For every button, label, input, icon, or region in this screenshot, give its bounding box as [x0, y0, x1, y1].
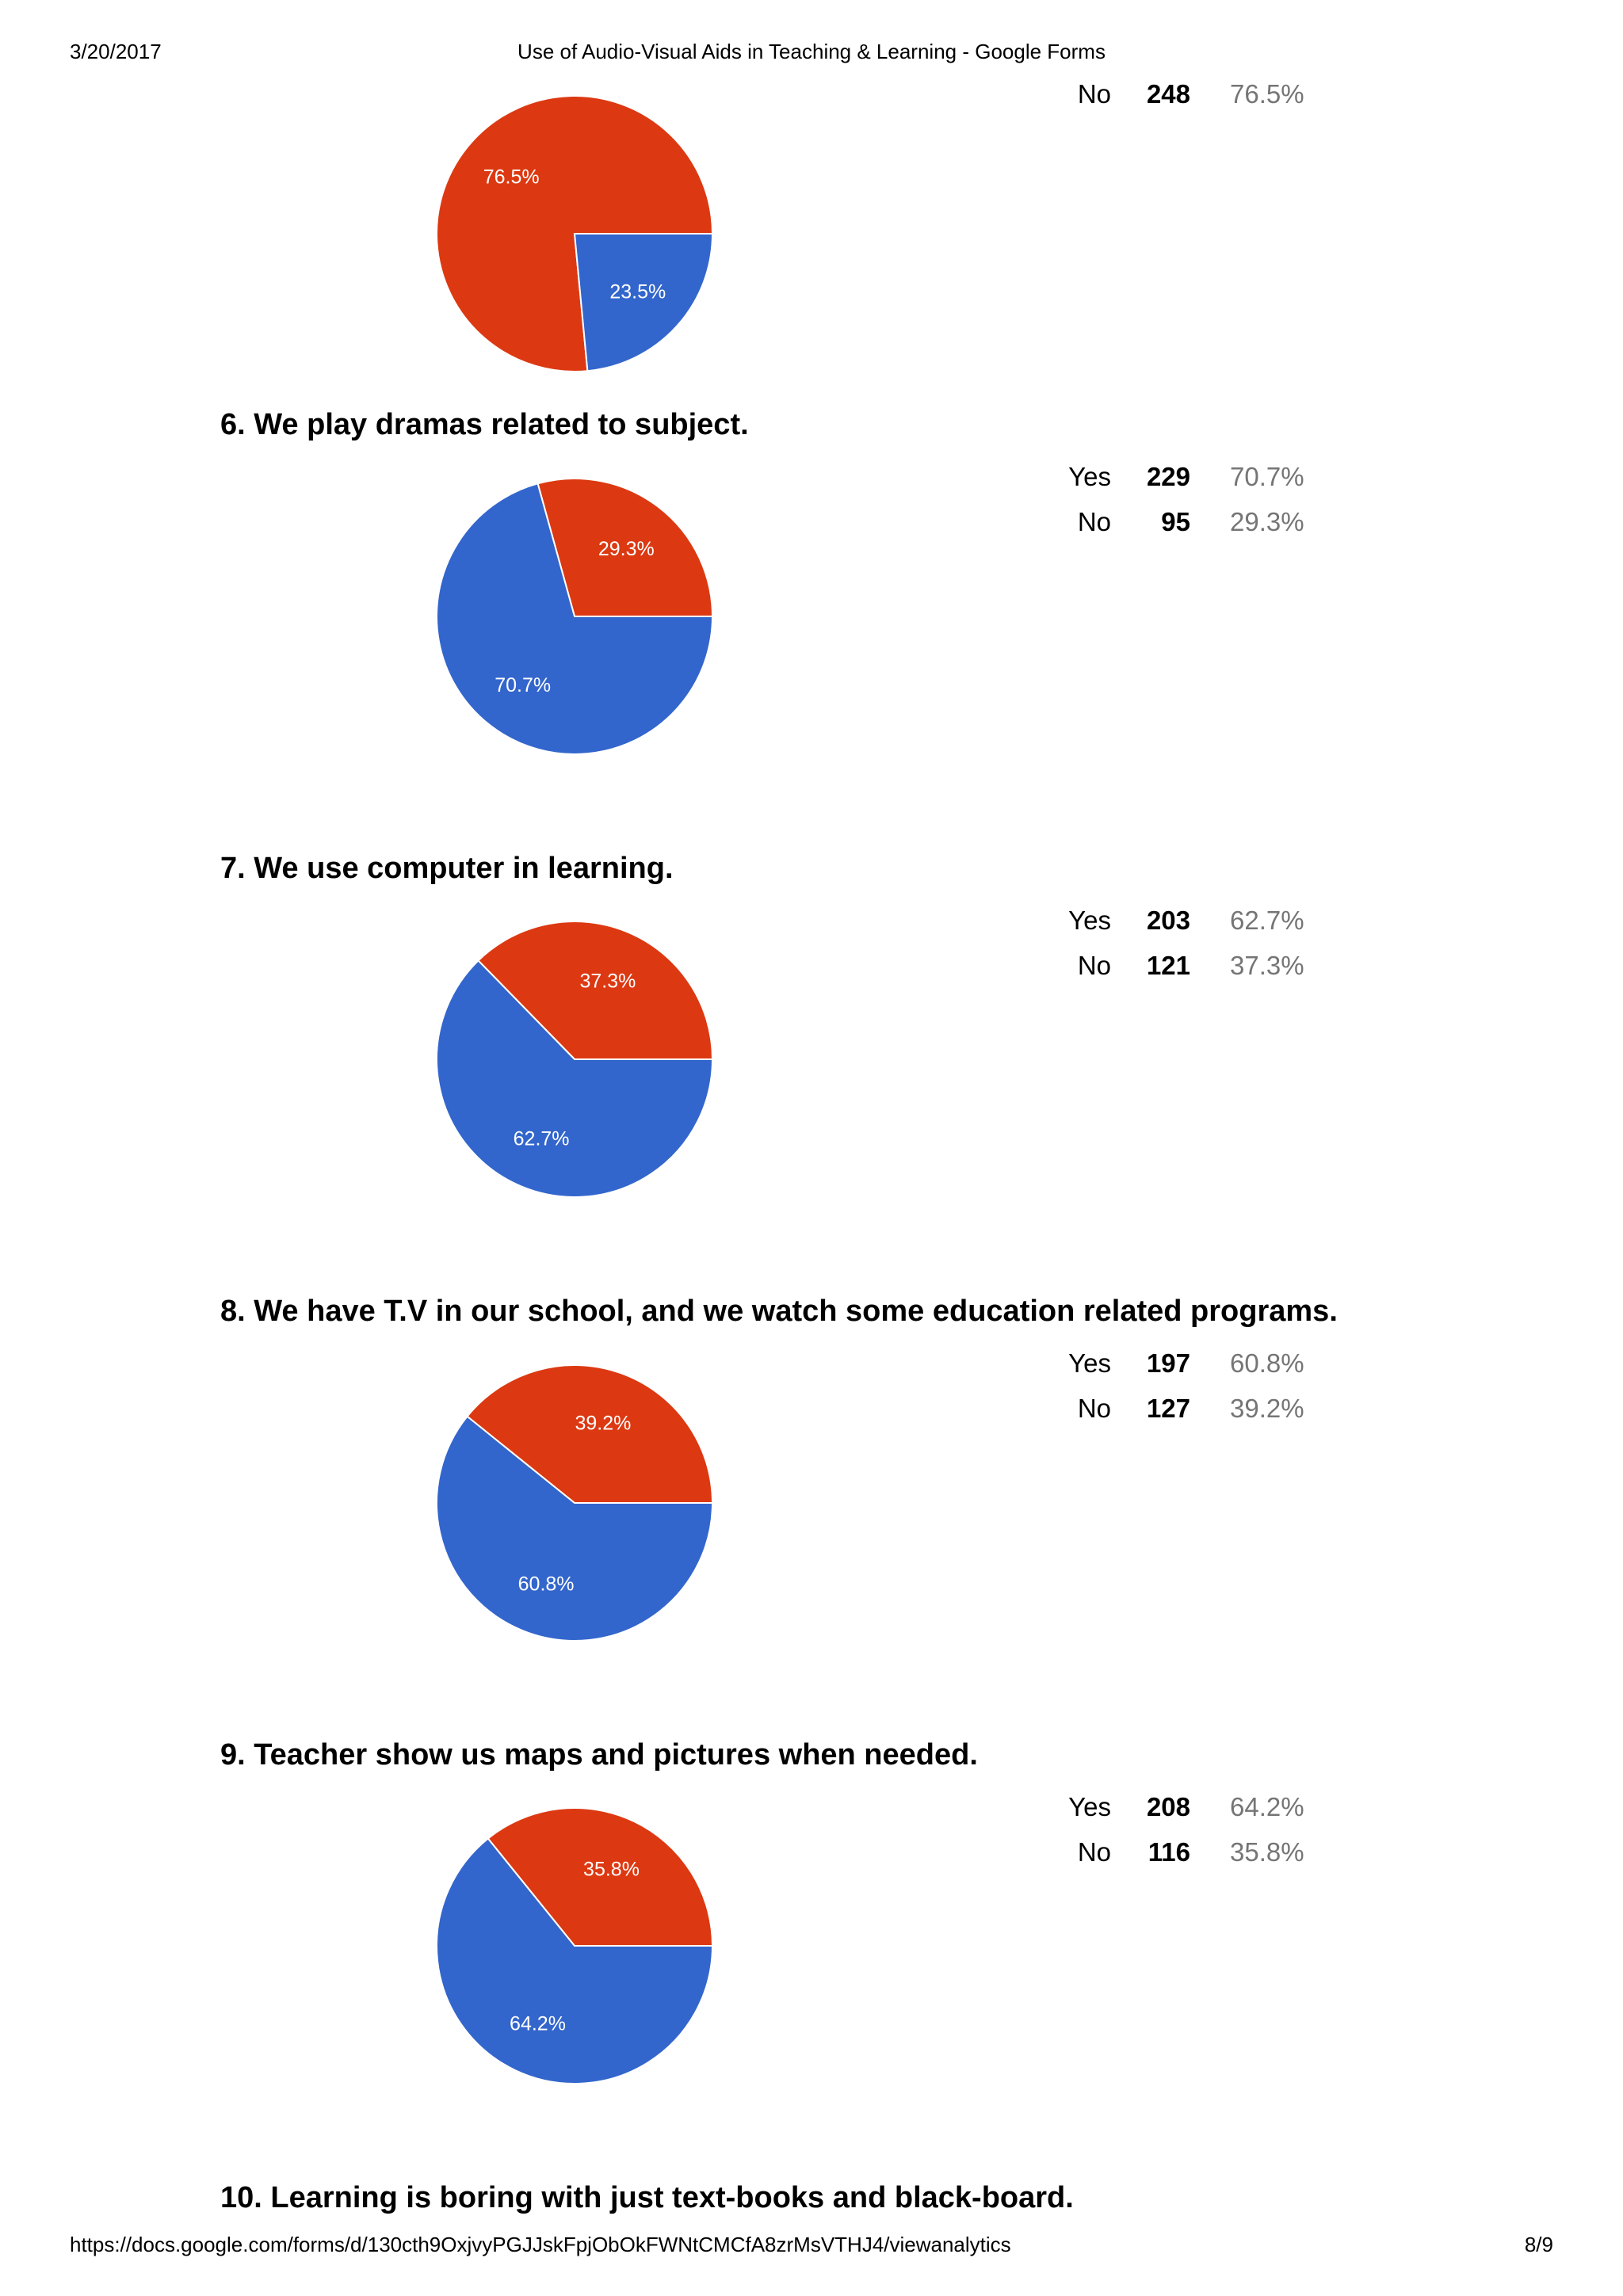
print-date: 3/20/2017 — [70, 40, 162, 63]
response-count: 116 — [1148, 1837, 1190, 1867]
pie-slice-no — [477, 921, 714, 1060]
slice-percent-label: 37.3% — [579, 971, 636, 993]
response-count: 229 — [1146, 462, 1190, 491]
pie-slice-no — [487, 1807, 714, 1947]
response-row: Yes 197 60.8% — [991, 1348, 1323, 1385]
question-title: 7. We use computer in learning. — [220, 852, 674, 885]
pie-chart: 29.3% 70.7% — [436, 478, 714, 755]
response-count: 208 — [1146, 1792, 1190, 1821]
pie-slice-no — [537, 478, 714, 617]
pie-slice-yes — [436, 1415, 714, 1642]
slice-percent-label: 60.8% — [518, 1573, 575, 1596]
response-label: No — [1077, 507, 1111, 536]
print-title: Use of Audio-Visual Aids in Teaching & L… — [517, 40, 1106, 63]
pie-chart: 39.2% 60.8% — [436, 1364, 714, 1642]
response-count: 197 — [1146, 1348, 1190, 1378]
response-row: No 116 35.8% — [991, 1837, 1323, 1874]
response-label: No — [1077, 1394, 1111, 1423]
response-percent: 62.7% — [1230, 906, 1304, 935]
slice-percent-label: 64.2% — [510, 2012, 566, 2035]
pie-slice-yes — [436, 959, 714, 1198]
question-title: 9. Teacher show us maps and pictures whe… — [220, 1738, 978, 1772]
response-row: Yes 208 64.2% — [991, 1792, 1323, 1829]
question-title: 8. We have T.V in our school, and we wat… — [220, 1295, 1338, 1328]
slice-percent-label: 76.5% — [483, 166, 540, 188]
slice-percent-label: 70.7% — [495, 674, 551, 696]
response-percent: 35.8% — [1230, 1837, 1304, 1867]
response-count: 127 — [1146, 1394, 1190, 1423]
pie-chart: 35.8% 64.2% — [436, 1807, 714, 2084]
response-percent: 70.7% — [1230, 462, 1304, 491]
slice-percent-label: 29.3% — [598, 538, 655, 560]
slice-percent-label: 23.5% — [609, 281, 666, 303]
response-row: No 121 37.3% — [991, 951, 1323, 987]
print-url: https://docs.google.com/forms/d/130cth9O… — [70, 2233, 1011, 2256]
response-row: No 95 29.3% — [991, 507, 1323, 543]
response-row: Yes 203 62.7% — [991, 906, 1323, 942]
response-percent: 37.3% — [1230, 951, 1304, 980]
response-label: Yes — [1068, 1792, 1111, 1821]
response-label: Yes — [1068, 462, 1111, 491]
response-count: 203 — [1146, 906, 1190, 935]
pie-slice-yes — [573, 233, 714, 372]
pie-slice-no — [466, 1364, 714, 1504]
slice-percent-label: 35.8% — [583, 1859, 640, 1881]
response-count: 95 — [1161, 507, 1190, 536]
pie-chart: 76.5% 23.5% — [436, 95, 714, 372]
question-title-10: 10. Learning is boring with just text-bo… — [220, 2181, 1074, 2214]
response-label: Yes — [1068, 1348, 1111, 1378]
response-count: 121 — [1146, 951, 1190, 980]
response-label: No — [1077, 951, 1111, 980]
response-percent: 64.2% — [1230, 1792, 1304, 1821]
page-number: 8/9 — [1524, 2233, 1553, 2256]
response-label: Yes — [1068, 906, 1111, 935]
pie-slice-yes — [436, 1837, 714, 2084]
question-title: 6. We play dramas related to subject. — [220, 408, 749, 441]
response-percent: 29.3% — [1230, 507, 1304, 536]
response-label: No — [1077, 79, 1111, 109]
response-percent: 60.8% — [1230, 1348, 1304, 1378]
slice-percent-label: 39.2% — [575, 1412, 631, 1434]
slice-percent-label: 62.7% — [514, 1127, 570, 1150]
response-row: No 127 39.2% — [991, 1394, 1323, 1430]
pie-chart: 37.3% 62.7% — [436, 921, 714, 1198]
pie-slice-yes — [436, 482, 714, 755]
response-row: No 248 76.5% — [991, 79, 1323, 116]
response-percent: 76.5% — [1230, 79, 1304, 109]
response-percent: 39.2% — [1230, 1394, 1304, 1423]
response-count: 248 — [1146, 79, 1190, 109]
response-row: Yes 229 70.7% — [991, 462, 1323, 498]
response-label: No — [1077, 1837, 1111, 1867]
